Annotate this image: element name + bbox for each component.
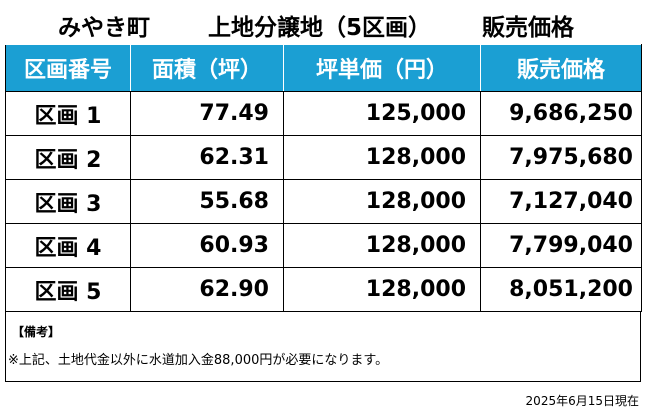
as-of-date: 2025年6月15日現在 xyxy=(525,394,639,408)
table-row: 区画 5 62.90 128,000 8,051,200 xyxy=(5,267,642,312)
cell-area: 60.93 xyxy=(130,223,284,268)
cell-price: 7,975,680 xyxy=(480,135,642,180)
table-header-row: 区画番号 面積（坪） 坪単価（円） 販売価格 xyxy=(5,44,642,92)
cell-lot: 区画 2 xyxy=(5,135,131,180)
cell-lot: 区画 3 xyxy=(5,179,131,224)
page-title: みやき町 上地分譲地（5区画） 販売価格 xyxy=(0,0,645,44)
cell-area: 77.49 xyxy=(130,91,284,136)
cell-unit-price: 125,000 xyxy=(283,91,481,136)
cell-price: 9,686,250 xyxy=(480,91,642,136)
title-label: 販売価格 xyxy=(482,15,574,41)
header-lot: 区画番号 xyxy=(5,44,131,92)
cell-unit-price: 128,000 xyxy=(283,267,481,312)
table-row: 区画 4 60.93 128,000 7,799,040 xyxy=(5,223,642,268)
table-row: 区画 3 55.68 128,000 7,127,040 xyxy=(5,179,642,224)
header-price: 販売価格 xyxy=(480,44,642,92)
title-subject: 上地分譲地（5区画） xyxy=(208,15,432,41)
cell-unit-price: 128,000 xyxy=(283,223,481,268)
cell-price: 7,127,040 xyxy=(480,179,642,224)
notes-heading: 【備考】 xyxy=(12,325,61,339)
notes-box: 【備考】 ※上記、土地代金以外に水道加入金88,000円が必要になります。 xyxy=(5,311,641,382)
price-table: 区画番号 面積（坪） 坪単価（円） 販売価格 区画 1 77.49 125,00… xyxy=(5,44,642,312)
title-town: みやき町 xyxy=(58,15,150,41)
cell-lot: 区画 1 xyxy=(5,91,131,136)
cell-unit-price: 128,000 xyxy=(283,135,481,180)
cell-lot: 区画 5 xyxy=(5,267,131,312)
notes-text: ※上記、土地代金以外に水道加入金88,000円が必要になります。 xyxy=(8,353,389,368)
table-row: 区画 2 62.31 128,000 7,975,680 xyxy=(5,135,642,180)
cell-unit-price: 128,000 xyxy=(283,179,481,224)
cell-price: 7,799,040 xyxy=(480,223,642,268)
header-unit-price: 坪単価（円） xyxy=(283,44,481,92)
header-area: 面積（坪） xyxy=(130,44,284,92)
cell-area: 62.90 xyxy=(130,267,284,312)
cell-area: 62.31 xyxy=(130,135,284,180)
cell-area: 55.68 xyxy=(130,179,284,224)
table-row: 区画 1 77.49 125,000 9,686,250 xyxy=(5,91,642,136)
cell-lot: 区画 4 xyxy=(5,223,131,268)
cell-price: 8,051,200 xyxy=(480,267,642,312)
